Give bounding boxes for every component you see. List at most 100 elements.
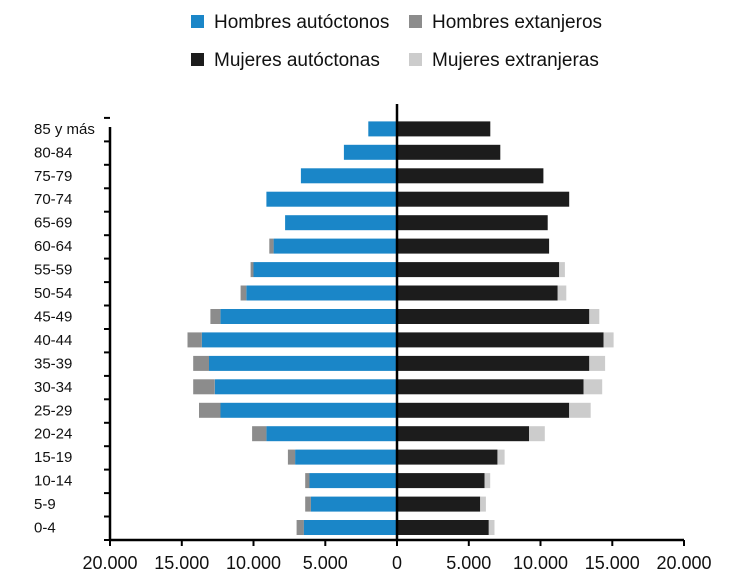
x-tick-label: 5.000 bbox=[303, 553, 348, 573]
y-tick-label-60-64: 60-64 bbox=[34, 238, 72, 255]
bar-mujeres-extranjeras-55-59 bbox=[559, 262, 565, 278]
bar-mujeres-autoctonas-55-59 bbox=[397, 262, 560, 278]
bar-hombres-extanjeros-0-4 bbox=[296, 520, 304, 535]
legend-label-hombres-autoctonos: Hombres autóctonos bbox=[214, 12, 389, 33]
bar-mujeres-extranjeras-25-29 bbox=[569, 402, 591, 418]
bar-hombres-extanjeros-50-54 bbox=[240, 285, 247, 301]
y-tick-label-55-59: 55-59 bbox=[34, 262, 72, 279]
x-tick-label: 20.000 bbox=[656, 553, 711, 573]
y-tick-label-30-34: 30-34 bbox=[34, 379, 72, 396]
bar-hombres-autoctonos-20-24 bbox=[266, 426, 397, 442]
bar-hombres-autoctonos-55-59 bbox=[253, 262, 397, 278]
bar-hombres-extanjeros-45-49 bbox=[210, 309, 221, 324]
bar-hombres-autoctonos-85-y-mas bbox=[368, 121, 397, 137]
bar-hombres-autoctonos-45-49 bbox=[220, 309, 397, 324]
x-tick-label: 20.000 bbox=[82, 553, 137, 573]
bar-mujeres-autoctonas-50-54 bbox=[397, 285, 558, 301]
y-tick-label-20-24: 20-24 bbox=[34, 426, 72, 443]
bar-mujeres-extranjeras-15-19 bbox=[497, 449, 505, 465]
bar-mujeres-autoctonas-0-4 bbox=[397, 520, 489, 535]
legend: Hombres autóctonos Hombres extanjeros Muje… bbox=[191, 12, 602, 71]
bar-hombres-autoctonos-65-69 bbox=[285, 215, 397, 231]
bar-hombres-autoctonos-75-79 bbox=[300, 168, 397, 184]
x-tick-label: 5.000 bbox=[446, 553, 491, 573]
x-tick-label: 15.000 bbox=[154, 553, 209, 573]
legend-swatch-mujeres-extranjeras bbox=[409, 53, 422, 66]
bar-hombres-autoctonos-80-84 bbox=[343, 144, 397, 160]
bar-hombres-extanjeros-30-34 bbox=[193, 379, 215, 395]
bar-hombres-extanjeros-10-14 bbox=[305, 473, 310, 489]
bar-mujeres-extranjeras-50-54 bbox=[557, 285, 567, 301]
legend-swatch-hombres-autoctonos bbox=[191, 15, 204, 28]
bar-hombres-autoctonos-35-39 bbox=[209, 355, 397, 371]
bar-hombres-autoctonos-25-29 bbox=[220, 402, 397, 418]
y-tick-label-5-9: 5-9 bbox=[34, 496, 56, 513]
legend-swatch-hombres-extanjeros bbox=[409, 15, 422, 28]
bar-mujeres-autoctonas-30-34 bbox=[397, 379, 584, 395]
y-tick-label-65-69: 65-69 bbox=[34, 215, 72, 232]
y-tick-label-0-4: 0-4 bbox=[34, 520, 56, 537]
bar-hombres-autoctonos-70-74 bbox=[266, 191, 397, 207]
bar-mujeres-extranjeras-20-24 bbox=[529, 426, 545, 442]
y-tick-label-25-29: 25-29 bbox=[34, 402, 72, 419]
bar-mujeres-autoctonas-40-44 bbox=[397, 332, 604, 348]
bar-mujeres-autoctonas-85-y-mas bbox=[397, 121, 491, 137]
bar-hombres-autoctonos-5-9 bbox=[310, 496, 397, 512]
y-tick-label-45-49: 45-49 bbox=[34, 309, 72, 326]
bar-hombres-extanjeros-5-9 bbox=[305, 496, 311, 512]
bar-hombres-autoctonos-0-4 bbox=[303, 520, 397, 535]
bar-hombres-extanjeros-35-39 bbox=[193, 355, 209, 371]
bar-mujeres-extranjeras-5-9 bbox=[480, 496, 486, 512]
legend-label-hombres-extanjeros: Hombres extanjeros bbox=[432, 12, 602, 33]
y-tick-labels: 0-4 5-9 10-14 15-19 20-24 25-29 30-34 35-39 40-4… bbox=[34, 121, 95, 537]
axes bbox=[104, 104, 685, 546]
bar-mujeres-extranjeras-10-14 bbox=[484, 473, 491, 489]
x-tick-label: 10.000 bbox=[226, 553, 281, 573]
bar-hombres-extanjeros-55-59 bbox=[250, 262, 254, 278]
bar-mujeres-autoctonas-75-79 bbox=[397, 168, 544, 184]
x-tick-labels: 20.000 15.000 10.000 5.000 0 5.000 10.000 15.00… bbox=[82, 553, 711, 573]
bars bbox=[187, 121, 614, 535]
bar-hombres-extanjeros-20-24 bbox=[252, 426, 267, 442]
legend-label-mujeres-autoctonas: Mujeres autóctonas bbox=[214, 50, 380, 71]
bar-mujeres-extranjeras-0-4 bbox=[488, 520, 495, 535]
bar-mujeres-autoctonas-5-9 bbox=[397, 496, 481, 512]
x-tick-label: 15.000 bbox=[585, 553, 640, 573]
bar-mujeres-autoctonas-35-39 bbox=[397, 355, 590, 371]
bar-hombres-autoctonos-30-34 bbox=[214, 379, 397, 395]
y-tick-label-85-y-mas: 85 y más bbox=[34, 121, 95, 138]
bar-hombres-autoctonos-40-44 bbox=[201, 332, 397, 348]
bar-mujeres-autoctonas-60-64 bbox=[397, 238, 550, 254]
bar-mujeres-autoctonas-20-24 bbox=[397, 426, 529, 442]
bar-mujeres-extranjeras-45-49 bbox=[589, 309, 600, 324]
y-tick-label-35-39: 35-39 bbox=[34, 355, 72, 372]
bar-mujeres-autoctonas-45-49 bbox=[397, 309, 590, 324]
bar-mujeres-autoctonas-25-29 bbox=[397, 402, 570, 418]
bar-mujeres-autoctonas-80-84 bbox=[397, 144, 501, 160]
bar-hombres-autoctonos-60-64 bbox=[273, 238, 397, 254]
x-tick-label: 10.000 bbox=[513, 553, 568, 573]
bar-hombres-autoctonos-50-54 bbox=[246, 285, 397, 301]
y-tick-label-80-84: 80-84 bbox=[34, 144, 72, 161]
bar-hombres-extanjeros-60-64 bbox=[269, 238, 274, 254]
bar-mujeres-autoctonas-15-19 bbox=[397, 449, 498, 465]
y-tick-label-40-44: 40-44 bbox=[34, 332, 72, 349]
bar-hombres-extanjeros-15-19 bbox=[287, 449, 296, 465]
bar-hombres-autoctonos-10-14 bbox=[309, 473, 397, 489]
bar-hombres-extanjeros-25-29 bbox=[199, 402, 221, 418]
y-tick-label-70-74: 70-74 bbox=[34, 191, 72, 208]
bar-mujeres-extranjeras-40-44 bbox=[603, 332, 614, 348]
bar-hombres-autoctonos-15-19 bbox=[295, 449, 397, 465]
bar-mujeres-extranjeras-35-39 bbox=[589, 355, 606, 371]
bar-mujeres-autoctonas-10-14 bbox=[397, 473, 485, 489]
legend-swatch-mujeres-autoctonas bbox=[191, 53, 204, 66]
y-tick-label-50-54: 50-54 bbox=[34, 285, 72, 302]
y-tick-label-10-14: 10-14 bbox=[34, 473, 72, 490]
bar-hombres-extanjeros-40-44 bbox=[187, 332, 202, 348]
bar-mujeres-autoctonas-70-74 bbox=[397, 191, 570, 207]
y-tick-label-75-79: 75-79 bbox=[34, 168, 72, 185]
x-tick-label: 0 bbox=[392, 553, 402, 573]
y-tick-label-15-19: 15-19 bbox=[34, 449, 72, 466]
bar-mujeres-autoctonas-65-69 bbox=[397, 215, 548, 231]
